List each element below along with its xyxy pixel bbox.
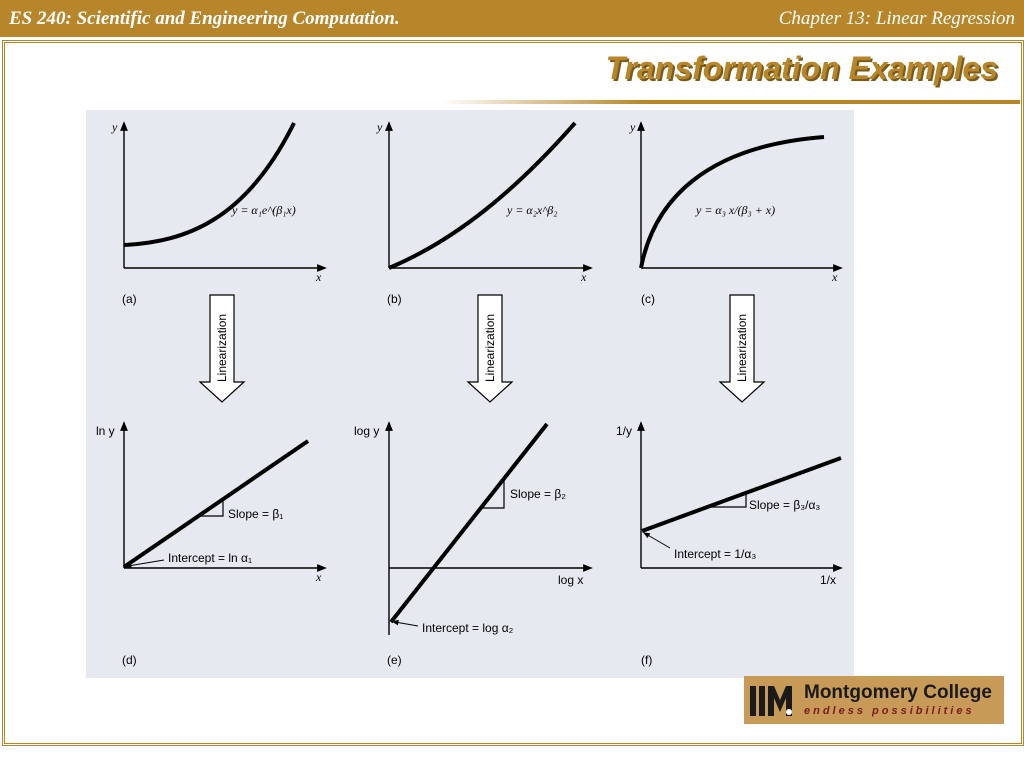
panel-f-y-label: 1/y — [616, 424, 632, 438]
panel-e-intercept-arrow — [391, 619, 419, 627]
panel-d-label: (d) — [122, 653, 137, 667]
panel-a: y x y = α₁e^(β₁x) (a) — [111, 120, 327, 306]
panel-b: y x y = α₂x^β₂ (b) — [376, 120, 593, 306]
panel-e: log y log x Slope = β₂ Intercept = log α… — [354, 421, 593, 667]
linearization-arrow-a: Linearization — [198, 294, 246, 403]
linearization-label-c: Linearization — [735, 314, 749, 382]
panel-e-slope-triangle — [481, 480, 505, 509]
panel-f-intercept-label: Intercept = 1/α₃ — [674, 547, 756, 561]
slide-frame — [2, 40, 1024, 746]
panel-b-y-label: y — [376, 120, 383, 134]
panel-f-line — [641, 456, 842, 533]
panel-f: 1/y 1/x Slope = β₃/α₃ Intercept = 1/α₃ (… — [616, 421, 843, 667]
college-logo: Montgomery College endless possibilities — [744, 676, 1004, 724]
panel-d-intercept-arrow — [124, 559, 165, 569]
college-tagline: endless possibilities — [804, 705, 975, 717]
panel-b-label: (b) — [387, 292, 402, 306]
panel-f-label: (f) — [641, 653, 652, 667]
panel-f-slope-triangle — [706, 493, 747, 508]
panel-c-label: (c) — [641, 292, 655, 306]
panel-d-x-label: x — [315, 570, 322, 584]
panel-d-slope-label: Slope = β₁ — [228, 507, 283, 521]
panel-f-intercept-arrow — [642, 532, 671, 549]
panel-c-x-label: x — [831, 270, 838, 284]
panel-a-equation: y = α₁e^(β₁x) — [231, 203, 296, 217]
college-name: Montgomery College — [804, 682, 992, 703]
panel-a-y-label: y — [111, 120, 118, 134]
figure-svg: y x y = α₁e^(β₁x) (a) y x y = α₂x^β₂ (b)… — [96, 120, 843, 667]
panel-b-equation: y = α₂x^β₂ — [506, 203, 557, 217]
panel-c-equation: y = α₃ x/(β₃ + x) — [695, 203, 775, 217]
panel-d-y-label: ln y — [96, 424, 115, 438]
panel-e-y-label: log y — [354, 424, 379, 438]
panel-d: ln y x Slope = β₁ Intercept = ln α₁ (d) — [96, 421, 327, 667]
panel-c: y x y = α₃ x/(β₃ + x) (c) — [629, 120, 843, 306]
panel-e-label: (e) — [387, 653, 402, 667]
linearization-label-b: Linearization — [483, 314, 497, 382]
linearization-arrow-c: Linearization — [718, 294, 766, 403]
logo-mark-icon — [750, 686, 792, 716]
panel-e-slope-label: Slope = β₂ — [510, 487, 566, 501]
header-bar: ES 240: Scientific and Engineering Compu… — [0, 0, 1024, 37]
panel-d-intercept-label: Intercept = ln α₁ — [168, 551, 252, 565]
panel-e-intercept-label: Intercept = log α₂ — [422, 621, 514, 635]
transformation-figure: y x y = α₁e^(β₁x) (a) y x y = α₂x^β₂ (b)… — [86, 110, 854, 678]
panel-d-slope-triangle — [200, 500, 224, 517]
panel-c-y-label: y — [629, 120, 636, 134]
linearization-arrow-b: Linearization — [466, 294, 514, 403]
panel-a-x-label: x — [315, 270, 322, 284]
course-title: ES 240: Scientific and Engineering Compu… — [9, 8, 400, 29]
panel-f-x-label: 1/x — [820, 573, 836, 587]
panel-d-line — [122, 439, 310, 569]
title-rule — [440, 100, 1020, 104]
panel-a-label: (a) — [122, 292, 137, 306]
slide-title: Transformation Examples — [605, 50, 998, 86]
linearization-label-a: Linearization — [215, 314, 229, 382]
panel-b-x-label: x — [580, 270, 587, 284]
chapter-title: Chapter 13: Linear Regression — [778, 8, 1015, 29]
panel-c-curve — [639, 135, 825, 269]
panel-e-line — [389, 422, 549, 624]
panel-f-slope-label: Slope = β₃/α₃ — [749, 498, 820, 512]
panel-b-curve — [388, 121, 577, 270]
panel-a-curve — [123, 122, 296, 247]
panel-e-x-label: log x — [558, 573, 583, 587]
